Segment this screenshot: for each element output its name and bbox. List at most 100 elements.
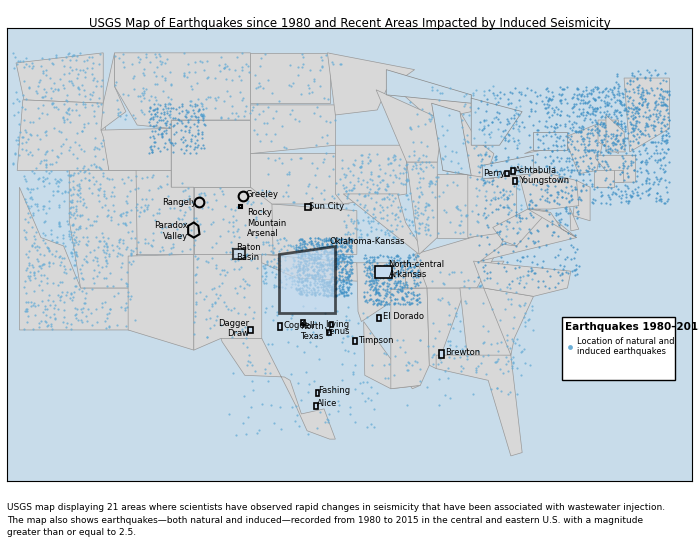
- Point: [567, 149, 578, 158]
- Point: [499, 126, 510, 134]
- Point: [333, 259, 344, 268]
- Point: [370, 287, 382, 296]
- Point: [232, 309, 243, 317]
- Point: [122, 228, 134, 237]
- Point: [280, 143, 291, 152]
- Point: [636, 156, 647, 165]
- Point: [541, 181, 552, 190]
- Point: [338, 277, 349, 286]
- Point: [411, 253, 422, 262]
- Point: [173, 109, 185, 118]
- Point: [282, 265, 293, 274]
- Point: [325, 276, 336, 285]
- Point: [142, 203, 153, 212]
- Point: [164, 119, 175, 128]
- Point: [480, 116, 491, 124]
- Point: [96, 302, 108, 311]
- Point: [486, 180, 497, 189]
- Point: [71, 153, 82, 162]
- Point: [370, 281, 382, 290]
- Point: [507, 124, 519, 133]
- Point: [405, 262, 416, 271]
- Point: [192, 128, 203, 137]
- Point: [507, 352, 519, 361]
- Point: [370, 284, 381, 293]
- Point: [315, 251, 326, 259]
- Point: [210, 316, 222, 325]
- Point: [639, 146, 650, 155]
- Point: [428, 163, 439, 171]
- Point: [525, 189, 536, 198]
- Point: [394, 282, 405, 291]
- Point: [250, 84, 261, 92]
- Point: [311, 238, 322, 247]
- Point: [403, 366, 414, 374]
- Point: [645, 152, 656, 160]
- Point: [459, 100, 470, 109]
- Point: [292, 253, 303, 262]
- Point: [324, 260, 336, 269]
- Point: [640, 177, 651, 186]
- Point: [88, 255, 99, 264]
- Point: [260, 264, 271, 273]
- Point: [197, 111, 208, 120]
- Point: [610, 117, 621, 126]
- Point: [414, 255, 425, 264]
- Point: [223, 114, 234, 123]
- Point: [385, 269, 396, 278]
- Point: [99, 242, 110, 251]
- Point: [404, 253, 415, 262]
- Point: [501, 224, 512, 233]
- Point: [315, 249, 326, 258]
- Point: [36, 93, 48, 102]
- Point: [489, 187, 500, 196]
- Point: [275, 235, 286, 244]
- Point: [311, 424, 322, 432]
- Point: [80, 100, 91, 108]
- Point: [371, 300, 382, 309]
- Point: [238, 93, 249, 102]
- Point: [624, 93, 635, 102]
- Point: [406, 283, 417, 292]
- Point: [308, 278, 319, 287]
- Point: [283, 337, 294, 346]
- Point: [661, 136, 672, 145]
- Point: [240, 330, 252, 338]
- Point: [662, 197, 673, 206]
- Point: [289, 416, 300, 425]
- Point: [497, 185, 508, 194]
- Point: [18, 225, 29, 234]
- Point: [612, 113, 623, 122]
- Point: [73, 82, 84, 91]
- Point: [52, 85, 64, 94]
- Point: [502, 200, 513, 209]
- Point: [649, 105, 660, 113]
- Point: [96, 262, 108, 271]
- Point: [391, 173, 402, 181]
- Point: [542, 182, 553, 191]
- Point: [621, 92, 633, 101]
- Point: [617, 135, 628, 144]
- Point: [192, 216, 203, 225]
- Point: [146, 241, 157, 250]
- Point: [24, 268, 36, 277]
- Point: [275, 245, 287, 254]
- Point: [323, 288, 334, 296]
- Point: [591, 105, 603, 113]
- Point: [59, 242, 71, 251]
- Point: [586, 89, 597, 98]
- Point: [364, 269, 375, 278]
- Point: [596, 136, 607, 145]
- Point: [367, 286, 378, 295]
- Point: [101, 324, 112, 333]
- Point: [562, 82, 573, 91]
- Point: [419, 206, 430, 215]
- Point: [362, 212, 373, 221]
- Point: [337, 279, 348, 288]
- Point: [53, 127, 64, 136]
- Point: [333, 256, 344, 265]
- Point: [542, 107, 554, 116]
- Point: [99, 273, 110, 282]
- Point: [555, 163, 566, 172]
- Point: [565, 166, 577, 175]
